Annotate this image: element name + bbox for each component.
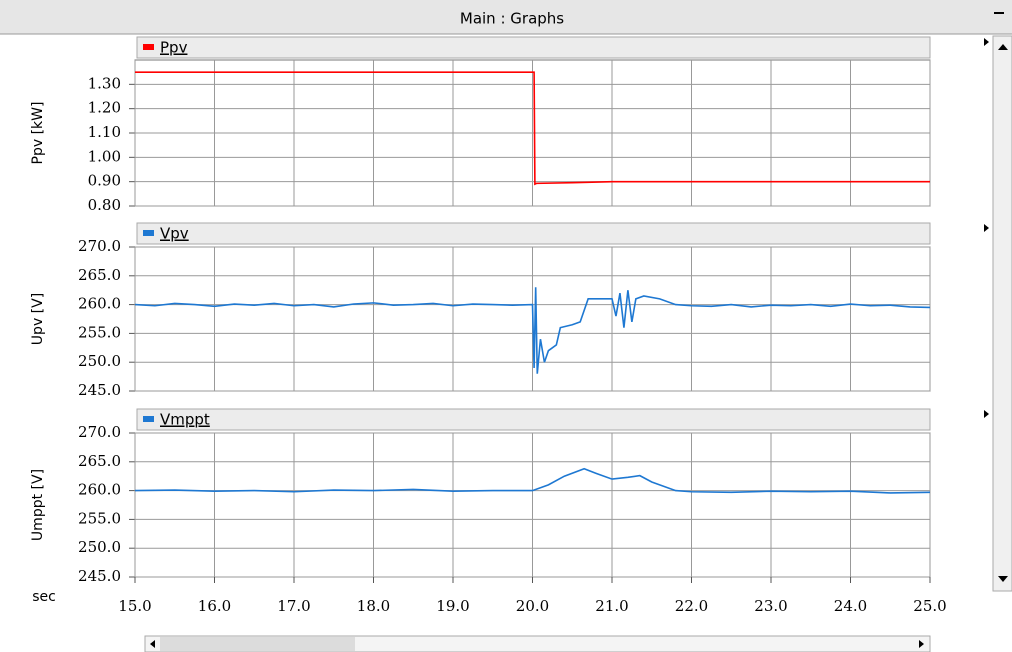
window-title: Main : Graphs: [460, 10, 564, 28]
scroll-right-arrow[interactable]: [919, 640, 924, 648]
y-tick-label: 1.20: [88, 99, 121, 117]
x-tick-label: 21.0: [595, 597, 628, 615]
x-tick-label: 17.0: [277, 597, 310, 615]
x-tick-label: 16.0: [198, 597, 231, 615]
scroll-down-arrow[interactable]: [998, 576, 1008, 582]
scroll-thumb[interactable]: [160, 637, 355, 651]
data-line: [135, 71, 930, 186]
x-tick-label: 24.0: [834, 597, 867, 615]
y-tick-label: 0.90: [88, 172, 121, 190]
legend-swatch: [143, 230, 154, 236]
y-tick-label: 1.30: [88, 74, 121, 92]
x-tick-label: 23.0: [754, 597, 787, 615]
y-tick-label: 265.0: [78, 452, 121, 470]
x-tick-label: 25.0: [913, 597, 946, 615]
y-axis-label: Upv [V]: [30, 293, 46, 345]
data-line: [134, 287, 931, 374]
y-tick-label: 265.0: [78, 266, 121, 284]
y-tick-label: 245.0: [78, 567, 121, 585]
y-tick-label: 270.0: [78, 423, 121, 441]
legend-label: Vmppt: [160, 411, 210, 429]
x-tick-label: 22.0: [675, 597, 708, 615]
y-tick-label: 1.00: [88, 147, 121, 165]
legend-bar: [136, 36, 931, 59]
panel-menu-arrow[interactable]: [984, 38, 989, 46]
vertical-scrollbar[interactable]: [992, 35, 1012, 592]
panel-menu-arrow[interactable]: [984, 224, 989, 232]
y-tick-label: 270.0: [78, 237, 121, 255]
y-tick-label: 250.0: [78, 352, 121, 370]
x-axis-label: sec: [32, 589, 56, 605]
minimize-button[interactable]: [994, 12, 1004, 14]
scroll-up-arrow[interactable]: [998, 44, 1008, 50]
data-line: [134, 467, 931, 494]
legend-label: Ppv: [160, 39, 188, 57]
y-tick-label: 245.0: [78, 381, 121, 399]
x-tick-label: 20.0: [516, 597, 549, 615]
legend-label: Vpv: [160, 225, 189, 243]
legend-swatch: [143, 416, 154, 422]
y-tick-label: 260.0: [78, 481, 121, 499]
y-tick-label: 260.0: [78, 295, 121, 313]
y-tick-label: 0.80: [88, 196, 121, 214]
x-tick-label: 15.0: [118, 597, 151, 615]
legend-bar: [136, 408, 931, 431]
title-bar: [0, 0, 1012, 34]
x-tick-label: 19.0: [436, 597, 469, 615]
scroll-left-arrow[interactable]: [150, 640, 155, 648]
y-tick-label: 250.0: [78, 538, 121, 556]
legend-swatch: [143, 44, 154, 50]
y-axis-label: Ppv [kW]: [30, 102, 46, 165]
x-tick-label: 18.0: [357, 597, 390, 615]
panel-menu-arrow[interactable]: [984, 410, 989, 418]
legend-bar: [136, 222, 931, 245]
y-axis-label: Umppt [V]: [30, 469, 46, 541]
y-tick-label: 255.0: [78, 323, 121, 341]
y-tick-label: 255.0: [78, 509, 121, 527]
y-tick-label: 1.10: [88, 123, 121, 141]
